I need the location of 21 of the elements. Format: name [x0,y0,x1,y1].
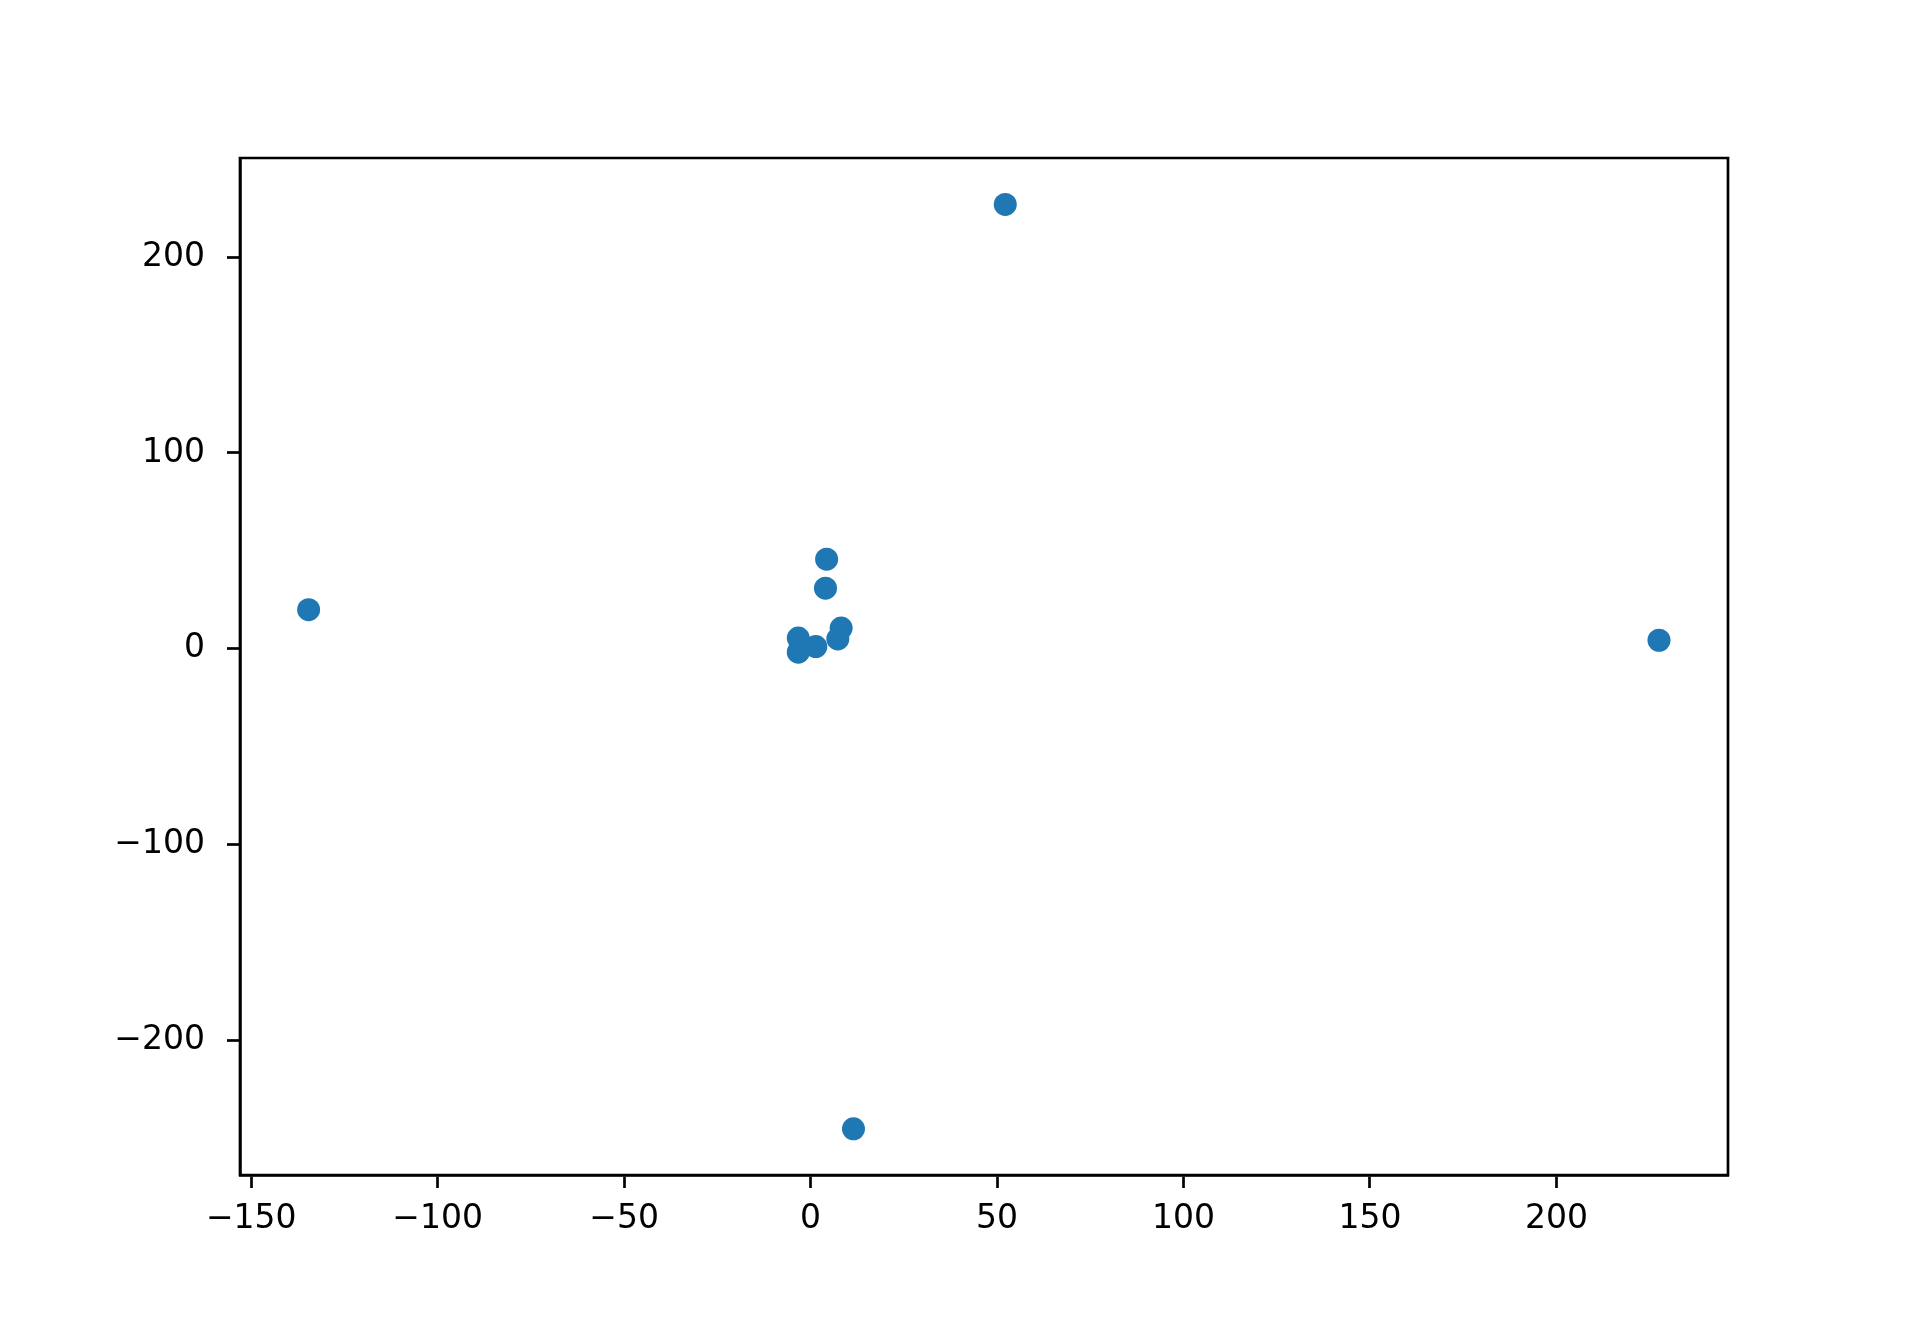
x-tick-label: −50 [589,1197,659,1237]
x-tick-label: 200 [1524,1197,1588,1237]
x-tick-label: −100 [392,1197,483,1237]
point [814,576,837,600]
x-tick-label: 100 [1152,1197,1216,1237]
x-tick-label: 50 [976,1197,1019,1237]
y-tick-label: 200 [142,234,205,274]
y-tick-label: −200 [114,1018,205,1058]
point [815,547,839,571]
point [804,635,828,659]
y-tick-label: −100 [114,822,205,862]
point [297,598,321,622]
point [826,627,850,651]
point [993,192,1017,216]
y-tick-label: 100 [142,430,205,470]
x-tick-label: −150 [205,1197,297,1237]
y-tick-label: 0 [184,626,205,666]
point [1647,628,1671,652]
x-tick-label: 0 [800,1197,822,1237]
point [841,1117,865,1141]
x-tick-label: 150 [1338,1197,1402,1237]
